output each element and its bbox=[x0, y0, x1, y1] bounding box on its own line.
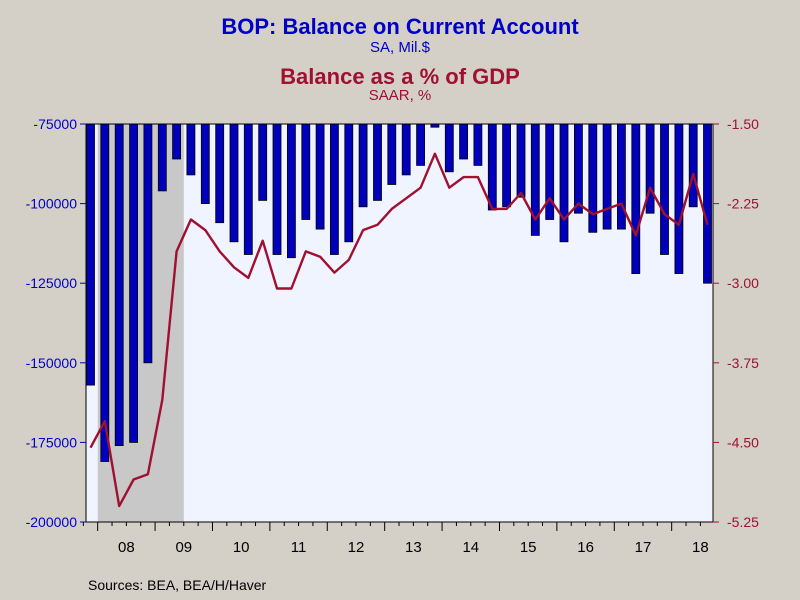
bar-series bbox=[86, 123, 712, 462]
x-tick-label: 13 bbox=[405, 539, 422, 556]
left-tick-label: -75000 bbox=[33, 116, 77, 132]
bar bbox=[344, 123, 354, 243]
bar bbox=[574, 123, 583, 214]
bar bbox=[172, 123, 182, 160]
bar bbox=[258, 123, 268, 201]
right-tick-label: -3.75 bbox=[727, 355, 759, 371]
chart-title: BOP: Balance on Current Account bbox=[221, 14, 579, 39]
bar bbox=[688, 123, 698, 208]
bar bbox=[416, 123, 426, 166]
right-tick-label: -3.00 bbox=[727, 275, 759, 291]
x-tick-label: 16 bbox=[577, 539, 594, 556]
bar bbox=[459, 123, 469, 160]
bar bbox=[301, 123, 311, 220]
bar bbox=[617, 123, 626, 230]
bar bbox=[631, 123, 641, 275]
left-tick-label: -125000 bbox=[26, 275, 78, 291]
bar bbox=[602, 123, 612, 230]
x-tick-label: 14 bbox=[462, 539, 479, 556]
x-tick-label: 11 bbox=[291, 539, 307, 556]
bar bbox=[229, 123, 239, 243]
right-tick-label: -1.50 bbox=[727, 116, 759, 132]
bar bbox=[286, 123, 296, 259]
bar bbox=[215, 123, 225, 224]
bar bbox=[358, 123, 368, 208]
bar bbox=[559, 123, 569, 243]
bar bbox=[329, 123, 339, 255]
x-tick-label: 17 bbox=[635, 539, 652, 556]
chart-subtitle-secondary: SAAR, % bbox=[368, 87, 432, 104]
x-tick-label: 15 bbox=[520, 539, 537, 556]
bar bbox=[129, 123, 139, 443]
right-tick-label: -4.50 bbox=[727, 434, 759, 450]
bar bbox=[373, 123, 382, 201]
bar bbox=[502, 123, 512, 208]
bar bbox=[157, 123, 167, 192]
bar bbox=[86, 123, 95, 386]
bar bbox=[444, 123, 454, 173]
bar bbox=[143, 123, 153, 364]
chart-subtitle: SA, Mil.$ bbox=[369, 39, 430, 56]
bar bbox=[387, 123, 397, 185]
bar bbox=[516, 123, 526, 198]
bar bbox=[272, 123, 282, 255]
gdp-ratio-line bbox=[89, 152, 709, 508]
x-tick-label: 08 bbox=[118, 539, 135, 556]
source-note: Sources: BEA, BEA/H/Haver bbox=[88, 577, 267, 593]
x-tick-label: 09 bbox=[175, 539, 192, 556]
bar bbox=[473, 123, 483, 166]
bar bbox=[401, 123, 411, 176]
bar bbox=[100, 123, 110, 462]
chart-title-secondary: Balance as a % of GDP bbox=[280, 64, 520, 89]
bar bbox=[487, 123, 497, 211]
left-tick-label: -100000 bbox=[26, 196, 78, 212]
bar bbox=[660, 123, 669, 255]
line-series-layer bbox=[89, 152, 709, 508]
bar bbox=[545, 123, 555, 220]
bar bbox=[114, 123, 124, 447]
axes: -75000 -100000 -125000 -150000 -175000 -20000… bbox=[26, 116, 760, 556]
bar bbox=[588, 123, 598, 233]
bar bbox=[200, 123, 210, 204]
x-tick-label: 12 bbox=[348, 539, 365, 556]
bar bbox=[243, 123, 253, 255]
left-tick-label: -200000 bbox=[26, 514, 78, 530]
bar bbox=[703, 123, 712, 284]
right-tick-label: -2.25 bbox=[727, 196, 759, 212]
bar bbox=[186, 123, 196, 176]
bar bbox=[315, 123, 325, 230]
bar bbox=[674, 123, 684, 275]
right-tick-label: -5.25 bbox=[727, 514, 759, 530]
left-tick-label: -175000 bbox=[26, 434, 78, 450]
x-tick-label: 10 bbox=[233, 539, 250, 556]
x-tick-label: 18 bbox=[692, 539, 709, 556]
left-tick-label: -150000 bbox=[26, 355, 78, 371]
